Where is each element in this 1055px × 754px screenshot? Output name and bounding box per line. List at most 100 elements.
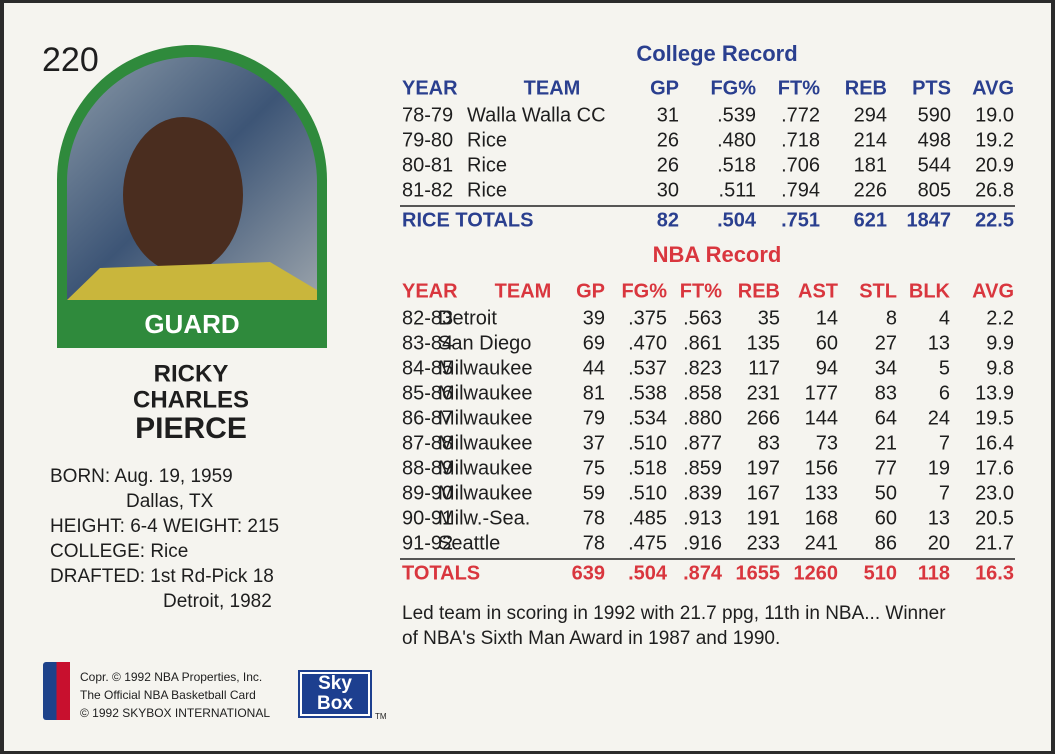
table-cell: 79-80 xyxy=(402,129,453,151)
column-header: AVG xyxy=(972,77,1014,99)
table-cell: .480 xyxy=(717,129,756,151)
player-photo-jersey xyxy=(67,262,317,300)
table-cell: 89-90 xyxy=(402,482,453,504)
table-cell: 7 xyxy=(939,482,950,504)
table-cell: .823 xyxy=(683,357,722,379)
table-cell: 80-81 xyxy=(402,154,453,176)
table-cell: 78 xyxy=(583,532,605,554)
column-header: BLK xyxy=(909,280,951,302)
totals-cell: .751 xyxy=(781,209,820,231)
table-cell: 13 xyxy=(928,507,950,529)
table-cell: .518 xyxy=(628,457,667,479)
table-cell: .537 xyxy=(628,357,667,379)
table-cell: 5 xyxy=(939,357,950,379)
table-cell: 59 xyxy=(583,482,605,504)
table-cell: 73 xyxy=(816,432,838,454)
table-cell: 26.8 xyxy=(975,179,1014,201)
table-cell: .772 xyxy=(781,104,820,126)
totals-cell: 82 xyxy=(657,209,679,231)
table-cell: .916 xyxy=(683,532,722,554)
table-cell: 156 xyxy=(805,457,838,479)
bio-line: Detroit, 1982 xyxy=(163,591,272,612)
table-cell: 83 xyxy=(875,382,897,404)
table-cell: Rice xyxy=(467,129,507,151)
table-cell: 90-91 xyxy=(402,507,453,529)
table-cell: San Diego xyxy=(438,332,531,354)
table-cell: 82-83 xyxy=(402,307,453,329)
table-cell: 6 xyxy=(939,382,950,404)
table-cell: 86-87 xyxy=(402,407,453,429)
table-cell: 77 xyxy=(875,457,897,479)
legal-line: © 1992 SKYBOX INTERNATIONAL xyxy=(80,706,270,720)
column-header: REB xyxy=(845,77,887,99)
table-cell: 266 xyxy=(747,407,780,429)
column-header: GP xyxy=(576,280,605,302)
table-cell: 23.0 xyxy=(975,482,1014,504)
table-cell: 197 xyxy=(747,457,780,479)
table-cell: 7 xyxy=(939,432,950,454)
table-cell: 214 xyxy=(854,129,887,151)
table-cell: 69 xyxy=(583,332,605,354)
totals-cell: .504 xyxy=(628,562,668,584)
table-cell: 50 xyxy=(875,482,897,504)
table-cell: 84-85 xyxy=(402,357,453,379)
column-header: TEAM xyxy=(524,77,581,99)
table-cell: 19.2 xyxy=(975,129,1014,151)
column-header: GP xyxy=(650,77,679,99)
table-cell: 19.5 xyxy=(975,407,1014,429)
table-cell: .475 xyxy=(628,532,667,554)
table-cell: 14 xyxy=(816,307,838,329)
nba-logo-red xyxy=(56,662,70,720)
table-cell: 233 xyxy=(747,532,780,554)
table-cell: 177 xyxy=(805,382,838,404)
table-cell: 34 xyxy=(875,357,897,379)
table-cell: 16.4 xyxy=(975,432,1014,454)
table-cell: .839 xyxy=(683,482,722,504)
table-cell: .859 xyxy=(683,457,722,479)
bio-line: Dallas, TX xyxy=(126,491,214,512)
table-cell: 31 xyxy=(657,104,679,126)
table-cell: Milwaukee xyxy=(438,432,532,454)
column-header: FG% xyxy=(710,77,756,99)
table-cell: .861 xyxy=(683,332,722,354)
table-cell: 19.0 xyxy=(975,104,1014,126)
totals-cell: 510 xyxy=(864,562,897,584)
position: GUARD xyxy=(144,309,239,339)
table-cell: 231 xyxy=(747,382,780,404)
table-title: College Record xyxy=(636,41,797,66)
table-cell: 8 xyxy=(886,307,897,329)
table-cell: .510 xyxy=(628,482,667,504)
table-cell: 81-82 xyxy=(402,179,453,201)
table-cell: .518 xyxy=(717,154,756,176)
legal-line: Copr. © 1992 NBA Properties, Inc. xyxy=(80,670,262,684)
totals-cell: 22.5 xyxy=(975,209,1014,231)
totals-cell: .504 xyxy=(717,209,757,231)
totals-cell: 1847 xyxy=(907,209,952,231)
last-name: PIERCE xyxy=(135,412,247,445)
table-cell: 21 xyxy=(875,432,897,454)
table-cell: 88-89 xyxy=(402,457,453,479)
table-cell: 805 xyxy=(918,179,951,201)
table-cell: 168 xyxy=(805,507,838,529)
column-header: YEAR xyxy=(402,280,458,302)
table-cell: Milwaukee xyxy=(438,407,532,429)
table-cell: 60 xyxy=(875,507,897,529)
table-cell: Milw.-Sea. xyxy=(438,507,530,529)
table-cell: Milwaukee xyxy=(438,382,532,404)
bio-line: HEIGHT: 6-4 WEIGHT: 215 xyxy=(50,516,279,537)
brand-sky: Sky xyxy=(318,673,352,694)
bio-line: DRAFTED: 1st Rd-Pick 18 xyxy=(50,566,274,587)
table-cell: 4 xyxy=(939,307,950,329)
table-cell: 294 xyxy=(854,104,887,126)
column-header: TEAM xyxy=(495,280,552,302)
table-cell: .563 xyxy=(683,307,722,329)
table-cell: .375 xyxy=(628,307,667,329)
table-cell: .794 xyxy=(781,179,820,201)
table-cell: 30 xyxy=(657,179,679,201)
table-cell: .485 xyxy=(628,507,667,529)
totals-cell: 621 xyxy=(854,209,887,231)
column-header: FT% xyxy=(778,77,820,99)
column-header: REB xyxy=(738,280,780,302)
table-cell: 9.8 xyxy=(986,357,1014,379)
